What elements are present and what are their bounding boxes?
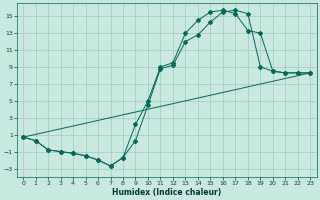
X-axis label: Humidex (Indice chaleur): Humidex (Indice chaleur): [112, 188, 221, 197]
